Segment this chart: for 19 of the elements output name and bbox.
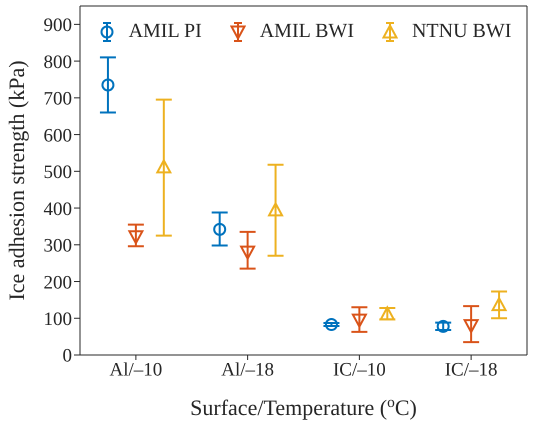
legend-label: AMIL BWI	[260, 20, 354, 43]
legend-label: NTNU BWI	[412, 20, 512, 43]
x-tick-label: IC/–18	[444, 359, 498, 380]
y-tick-label: 0	[62, 346, 72, 367]
x-tick-label: Al/–10	[109, 359, 162, 380]
legend-label: AMIL PI	[128, 20, 202, 43]
y-tick-label: 700	[44, 88, 72, 110]
y-tick-label: 500	[44, 162, 72, 184]
y-tick-label: 200	[44, 272, 72, 294]
x-axis-title: Surface/Temperature ($^{o}$C)	[190, 394, 417, 420]
y-tick-label: 400	[44, 198, 72, 220]
y-tick-label: 100	[44, 309, 72, 330]
y-tick-label: 300	[44, 236, 72, 257]
y-axis-title: Ice adhesion strength (kPa)	[4, 60, 29, 301]
x-tick-label: IC/–10	[332, 359, 386, 380]
y-tick-label: 600	[44, 125, 72, 146]
y-tick-label: 900	[44, 15, 72, 36]
y-tick-label: 800	[44, 52, 72, 73]
x-tick-label: Al/–18	[221, 359, 274, 380]
